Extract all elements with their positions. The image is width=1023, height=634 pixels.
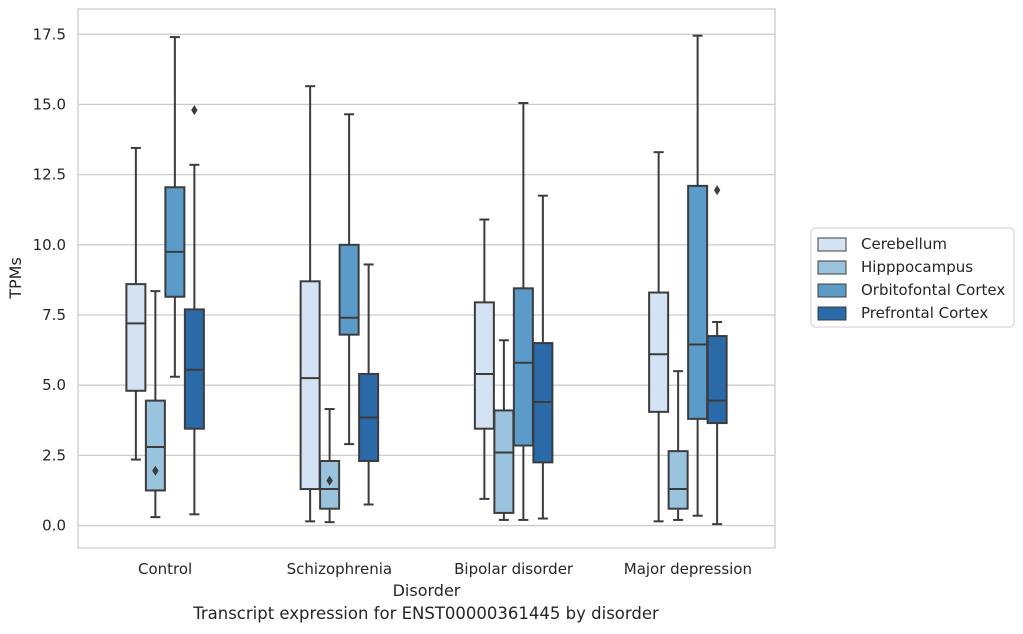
box-2-2 (512, 102, 534, 521)
box-iqr (667, 450, 689, 510)
box-0-1 (299, 85, 321, 523)
box-iqr (164, 186, 186, 298)
box-2-3 (687, 34, 709, 517)
y-tick-label: 7.5 (42, 306, 66, 324)
box-iqr (299, 280, 321, 491)
outlier-point (191, 105, 198, 116)
box-3-2 (532, 194, 554, 520)
legend-swatch (817, 260, 847, 275)
box-1-2 (493, 339, 515, 521)
y-tick-label: 10.0 (33, 236, 66, 254)
legend-label: Prefrontal Cortex (861, 304, 988, 322)
x-tick-label: Schizophrenia (287, 560, 392, 578)
box-1-3 (667, 370, 689, 521)
outlier-point (713, 185, 721, 196)
box-iqr (144, 399, 166, 492)
legend-label: Hipppocampus (861, 258, 973, 276)
chart-caption: Transcript expression for ENST0000036144… (193, 604, 659, 623)
y-tick-label: 5.0 (42, 376, 66, 394)
y-tick-label: 0.0 (42, 517, 66, 535)
y-tick-label: 17.5 (33, 25, 66, 43)
legend-label: Orbitofontal Cortex (861, 281, 1005, 299)
outlier-point (152, 465, 159, 476)
y-tick-label: 2.5 (42, 446, 66, 464)
plot-frame (77, 8, 776, 549)
x-axis-title: Disorder (393, 581, 461, 600)
box-iqr (687, 184, 709, 420)
box-1-1 (319, 408, 341, 524)
legend-swatch (817, 306, 847, 321)
outlier-point (326, 475, 333, 486)
box-plot-boxes (125, 34, 728, 526)
box-1-0 (144, 290, 166, 519)
legend-label: Cerebellum (861, 235, 947, 253)
box-3-1 (358, 263, 380, 506)
box-3-3 (706, 185, 728, 526)
y-axis-title: TPMs (6, 257, 25, 300)
box-iqr (648, 291, 670, 413)
legend: Cerebellum Hipppocampus Orbitofontal Corte… (810, 227, 1015, 328)
y-tick-label: 15.0 (33, 95, 66, 113)
box-2-1 (338, 113, 360, 446)
box-iqr (493, 409, 515, 514)
box-0-0 (125, 146, 147, 461)
box-0-2 (473, 218, 495, 500)
x-tick-label: Major depression (624, 560, 752, 578)
box-3-0 (183, 105, 205, 516)
box-2-0 (164, 36, 186, 378)
legend-swatch (817, 283, 847, 298)
box-0-3 (648, 151, 670, 523)
x-tick-label: Bipolar disorder (454, 560, 574, 578)
box-iqr (473, 301, 495, 430)
legend-swatch (817, 237, 847, 252)
legend-frame (810, 227, 1015, 328)
x-tick-label: Control (138, 560, 192, 578)
box-iqr (338, 243, 360, 336)
box-iqr (512, 287, 534, 447)
box-iqr (706, 335, 728, 425)
box-iqr (125, 283, 147, 392)
y-tick-label: 12.5 (33, 166, 66, 184)
y-tick-labels: 0.0 2.5 5.0 7.5 10.0 12.5 15.0 17.5 (33, 25, 66, 534)
x-tick-labels: Control Schizophrenia Bipolar disorder Majo… (138, 560, 752, 578)
